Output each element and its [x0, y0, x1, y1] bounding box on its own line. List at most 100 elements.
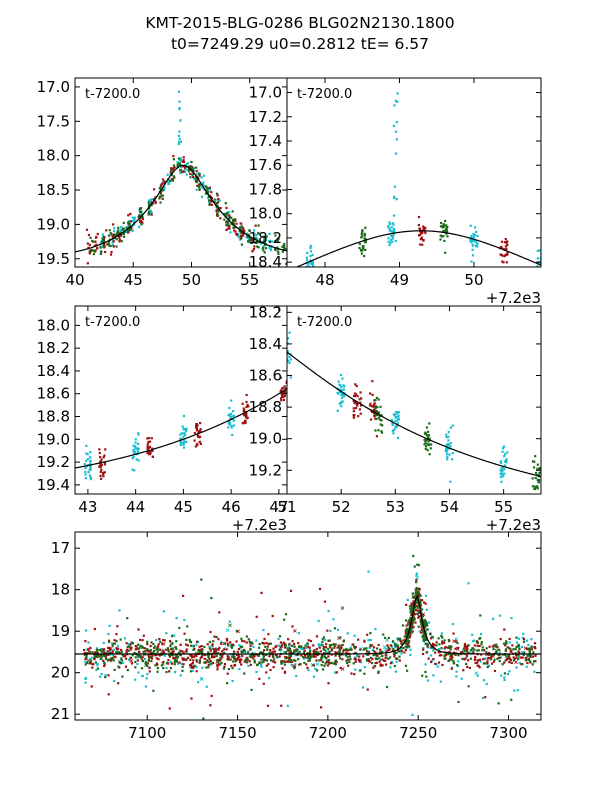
x-tick-label: 45 [174, 498, 193, 516]
data-point [116, 232, 119, 235]
data-point [422, 634, 425, 637]
data-point [390, 230, 393, 233]
data-point [151, 654, 154, 657]
data-point [254, 233, 257, 236]
data-point [427, 440, 430, 443]
axes-frame [286, 305, 542, 495]
data-point [113, 230, 116, 233]
data-point [318, 644, 321, 647]
data-point [422, 647, 425, 650]
data-point [308, 648, 312, 651]
data-point [409, 611, 412, 614]
data-point [439, 234, 442, 237]
data-point [496, 657, 499, 660]
data-point-x [311, 663, 315, 667]
data-point [431, 636, 434, 639]
data-point [162, 660, 165, 664]
data-point [225, 206, 228, 210]
data-point [305, 259, 309, 262]
data-point [284, 343, 286, 345]
data-point [416, 606, 419, 610]
data-point [182, 165, 185, 168]
data-point [156, 667, 159, 670]
data-point [307, 656, 310, 659]
data-point [100, 650, 103, 653]
data-point [506, 657, 509, 660]
data-point [200, 655, 203, 659]
data-point [274, 645, 278, 648]
data-point [509, 658, 512, 662]
data-point [139, 656, 142, 659]
data-point [348, 655, 351, 658]
data-point [243, 413, 246, 416]
data-point [427, 657, 430, 660]
data-point [95, 235, 98, 239]
data-point [397, 650, 400, 653]
data-point [330, 653, 333, 656]
data-point [526, 647, 529, 651]
data-point [327, 682, 330, 685]
data-point [229, 417, 232, 421]
data-point [271, 653, 274, 656]
data-point [370, 662, 374, 665]
data-point [332, 618, 335, 621]
data-point [245, 236, 248, 239]
data-point [272, 658, 276, 661]
data-point [328, 650, 331, 653]
data-point [496, 646, 499, 649]
data-point [290, 644, 294, 647]
data-point [262, 651, 265, 654]
data-point [364, 241, 367, 244]
data-point [134, 452, 137, 455]
data-point [172, 167, 175, 170]
data-point [466, 665, 469, 669]
data-point [163, 639, 166, 642]
data-point [137, 671, 140, 674]
data-point [356, 404, 359, 407]
data-point [205, 186, 208, 189]
data-point [189, 654, 192, 657]
data-point [309, 250, 313, 253]
data-point [146, 648, 149, 651]
data-point [395, 425, 399, 428]
data-point [530, 638, 533, 641]
data-point [85, 444, 88, 447]
data-point [393, 414, 396, 417]
data-point [502, 445, 506, 448]
data-point [311, 272, 313, 274]
data-point [150, 198, 153, 201]
data-point [305, 265, 309, 267]
data-point [230, 222, 233, 225]
data-point [181, 425, 184, 428]
data-point [264, 658, 267, 662]
data-point [172, 650, 175, 653]
data-point [191, 168, 194, 171]
data-point [411, 630, 414, 633]
data-point [371, 410, 374, 413]
data-point [262, 655, 265, 658]
data-point [396, 644, 400, 647]
data-point [527, 643, 530, 646]
data-point [262, 236, 265, 240]
data-point [389, 662, 393, 665]
data-point [405, 624, 408, 627]
data-point [238, 234, 242, 237]
data-point [244, 421, 247, 425]
data-point [137, 214, 141, 217]
data-point [245, 641, 248, 644]
data-point [227, 413, 230, 417]
data-point [491, 645, 494, 648]
data-point [418, 630, 421, 633]
data-point-x [228, 623, 232, 628]
data-point [278, 635, 282, 638]
panel-top-right: 48 49 5017.017.217.417.617.818.018.218.4t-… [249, 77, 542, 307]
data-point [262, 241, 265, 244]
data-point [215, 654, 218, 658]
data-point [287, 352, 289, 355]
data-point [99, 460, 102, 463]
data-point [198, 659, 202, 662]
data-point [202, 181, 205, 184]
data-point [445, 230, 449, 234]
data-point [178, 158, 182, 162]
data-point [415, 579, 418, 582]
